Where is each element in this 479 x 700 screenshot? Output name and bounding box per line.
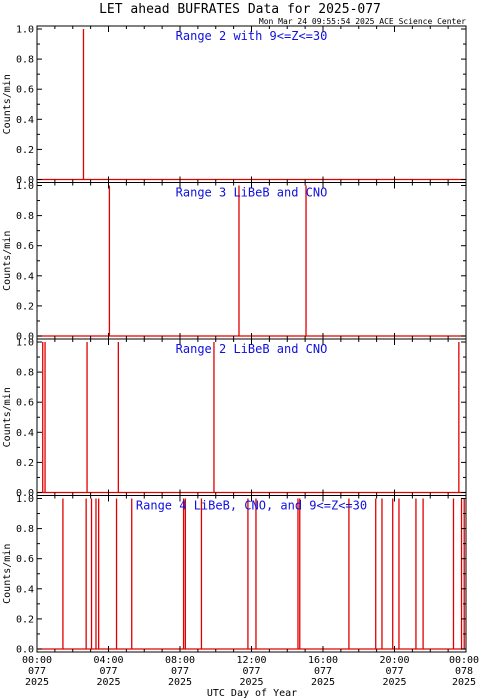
y-tick-label: 0.8 bbox=[16, 524, 34, 535]
x-tick-label: 2025 bbox=[311, 677, 335, 688]
y-tick-label: 0.0 bbox=[16, 175, 34, 186]
panel-4: 0.0 0.2 0.4 0.6 0.8 1.0 Counts/min Range 4 LiBe… bbox=[2, 494, 467, 656]
panel-frame bbox=[36, 182, 467, 340]
panel-title: Range 2 LiBeB and CNO bbox=[176, 342, 328, 356]
panel-frame bbox=[36, 495, 467, 653]
panel-title: Range 3 LiBeB and CNO bbox=[176, 186, 328, 200]
y-axis-title: Counts/min bbox=[2, 231, 13, 291]
y-tick-label: 0.0 bbox=[16, 488, 34, 499]
x-tick-label: 00:00 bbox=[22, 655, 52, 666]
y-tick-label: 0.2 bbox=[16, 614, 34, 625]
y-tick-label: 0.6 bbox=[16, 398, 34, 409]
chart-title: LET ahead BUFRATES Data for 2025-077 bbox=[99, 2, 381, 17]
y-tick-label: 0.6 bbox=[16, 241, 34, 252]
timestamp: Mon Mar 24 09:55:54 2025 ACE Science Cen… bbox=[259, 17, 466, 26]
x-tick-label: 2025 bbox=[96, 677, 120, 688]
y-tick-label: 1.0 bbox=[16, 338, 34, 349]
y-tick-label: 0.8 bbox=[16, 55, 34, 66]
x-tick-label: 12:00 bbox=[236, 655, 266, 666]
y-tick-label: 1.0 bbox=[16, 25, 34, 36]
y-tick-label: 0.8 bbox=[16, 368, 34, 379]
y-axis-title: Counts/min bbox=[2, 74, 13, 134]
y-tick-label: 0.6 bbox=[16, 554, 34, 565]
panel-1: 0.0 0.2 0.4 0.6 0.8 1.0 Counts/min Range 2 with… bbox=[2, 25, 467, 186]
panel-3: 0.0 0.2 0.4 0.6 0.8 1.0 Counts/min Range 2 LiBe… bbox=[2, 338, 467, 499]
y-tick-label: 0.4 bbox=[16, 428, 34, 439]
x-tick-label: 077 bbox=[242, 666, 260, 677]
x-tick-label: 077 bbox=[385, 666, 403, 677]
y-tick-label: 0.0 bbox=[16, 332, 34, 343]
y-tick-label: 0.2 bbox=[16, 301, 34, 312]
x-tick-label: 16:00 bbox=[308, 655, 338, 666]
y-axis-title: Counts/min bbox=[2, 544, 13, 604]
y-tick-label: 0.2 bbox=[16, 145, 34, 156]
panel-title: Range 2 with 9<=Z<=30 bbox=[176, 29, 328, 43]
x-tick-label: 077 bbox=[171, 666, 189, 677]
panel-frame bbox=[36, 25, 467, 183]
y-tick-label: 0.0 bbox=[16, 645, 34, 656]
x-axis-title: UTC Day of Year bbox=[207, 688, 297, 699]
panel-2: 0.0 0.2 0.4 0.6 0.8 1.0 Counts/min Range 3 LiBe… bbox=[2, 181, 467, 343]
y-tick-label: 0.2 bbox=[16, 458, 34, 469]
x-tick-label: 08:00 bbox=[165, 655, 195, 666]
x-tick-label: 077 bbox=[28, 666, 46, 677]
y-tick-label: 0.8 bbox=[16, 211, 34, 222]
panels: 0.0 0.2 0.4 0.6 0.8 1.0 Counts/min Range 2 with… bbox=[2, 25, 467, 656]
x-tick-label: 2025 bbox=[168, 677, 192, 688]
panel-title: Range 4 LiBeB, CNO, and 9<=Z<=30 bbox=[136, 499, 367, 513]
x-axis-labels: 00:00077202504:00077202508:00077202512:0… bbox=[22, 655, 479, 688]
y-tick-label: 0.4 bbox=[16, 271, 34, 282]
y-tick-label: 0.6 bbox=[16, 85, 34, 96]
x-tick-label: 2025 bbox=[452, 677, 476, 688]
x-tick-label: 20:00 bbox=[379, 655, 409, 666]
y-axis-title: Counts/min bbox=[2, 387, 13, 447]
x-tick-label: 077 bbox=[99, 666, 117, 677]
x-tick-label: 2025 bbox=[25, 677, 49, 688]
x-tick-label: 078 bbox=[455, 666, 473, 677]
x-tick-label: 2025 bbox=[382, 677, 406, 688]
y-tick-label: 0.4 bbox=[16, 584, 34, 595]
y-tick-label: 0.4 bbox=[16, 115, 34, 126]
x-tick-label: 077 bbox=[314, 666, 332, 677]
x-tick-label: 2025 bbox=[239, 677, 263, 688]
x-tick-label: 00:00 bbox=[449, 655, 479, 666]
y-tick-label: 1.0 bbox=[16, 181, 34, 192]
panel-frame bbox=[36, 338, 467, 496]
y-tick-label: 1.0 bbox=[16, 494, 34, 505]
x-tick-label: 04:00 bbox=[93, 655, 123, 666]
